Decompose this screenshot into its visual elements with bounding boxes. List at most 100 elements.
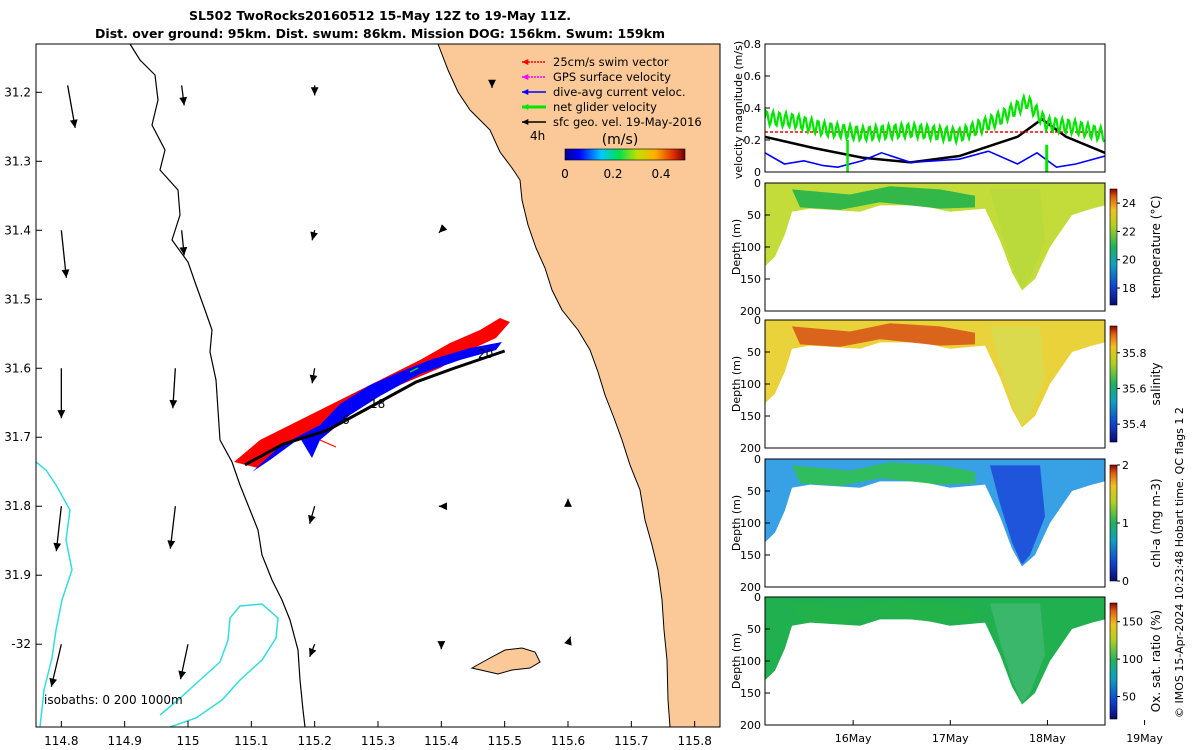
section-2-cb-tick-label-1: 1 <box>1122 517 1129 530</box>
section-1-ytick-label-4: 200 <box>740 442 761 455</box>
section-1-colorbar <box>1109 325 1118 443</box>
legend-label-gps: GPS surface velocity <box>553 70 671 84</box>
section-xtick-label-1: 17May <box>932 732 969 745</box>
current-vector-head-3 <box>488 79 496 88</box>
isobath-label: isobaths: 0 200 1000m <box>44 693 183 707</box>
legend-arrow-dive <box>522 88 529 96</box>
section-0-colorbar <box>1109 188 1118 306</box>
current-vector-head-16 <box>49 677 58 687</box>
section-xtick-label-3: 19May <box>1126 732 1163 745</box>
map-ytick-label-3: 31.5 <box>4 292 31 306</box>
current-vector-head-10 <box>309 374 318 384</box>
map-xtick-label-5: 115.3 <box>361 734 395 748</box>
current-vector-head-12 <box>167 540 176 549</box>
section-3-ylabel: Depth (m) <box>730 633 743 689</box>
map-xtick-label-9: 115.7 <box>614 734 648 748</box>
section-trough-1 <box>990 326 1045 426</box>
section-3-ytick-label-4: 200 <box>740 719 761 732</box>
section-1-cb-tick-label-1: 35.6 <box>1122 382 1147 395</box>
section-3-cb-tick-label-0: 50 <box>1122 691 1136 704</box>
map-colorbar-tick-0: 0 <box>561 167 569 181</box>
current-vector-head-19 <box>437 641 446 650</box>
section-0-ytick-label-4: 200 <box>740 305 761 318</box>
map-colorbar-label: (m/s) <box>602 132 639 148</box>
section-0-ylabel: Depth (m) <box>730 219 743 275</box>
current-vector-head-17 <box>178 670 187 680</box>
section-panel-3: 0 50 100 150 200 Depth (m) 50 100 150 Ox. sat. ra… <box>730 591 1163 745</box>
section-panel-2: 0 50 100 150 200 Depth (m) 0 1 2 chl-a (mg m-3) <box>730 453 1163 594</box>
current-vector-head-15 <box>564 498 572 507</box>
map-ytick-label-0: 31.2 <box>4 85 31 99</box>
map-xtick-label-7: 115.5 <box>487 734 521 748</box>
section-2-ytick-label-2: 100 <box>740 517 761 530</box>
section-1-ylabel: Depth (m) <box>730 356 743 412</box>
track-label-1: 18 <box>370 397 385 411</box>
section-1-colorbar-label: salinity <box>1149 362 1163 405</box>
figure-title-line2: Dist. over ground: 95km. Dist. swum: 86k… <box>95 26 665 41</box>
section-trough-2 <box>990 465 1045 565</box>
swim-vector-stray <box>319 439 337 448</box>
net-glider-vector <box>409 367 419 373</box>
velocity-ylabel: velocity magnitude (m/s) <box>732 41 745 179</box>
map-xtick-label-10: 115.8 <box>677 734 711 748</box>
track-label-0: 20 <box>478 347 493 361</box>
section-0-ytick-label-2: 100 <box>740 241 761 254</box>
section-panel-1: 0 50 100 150 200 Depth (m) 35.4 35.6 35.8salinit… <box>730 314 1163 455</box>
section-panel-0: 0 50 100 150 200 Depth (m) 18 20 22 24 temperature… <box>730 177 1163 318</box>
section-3-cb-tick-label-1: 100 <box>1122 653 1143 666</box>
current-vector-head-1 <box>179 96 188 106</box>
map-colorbar-tick-2: 0.4 <box>651 167 670 181</box>
legend-arrow-gps <box>522 73 529 81</box>
section-2-ytick-label-4: 200 <box>740 581 761 594</box>
section-1-cb-tick-label-0: 35.4 <box>1122 418 1147 431</box>
current-vector-head-4 <box>61 269 70 278</box>
section-xtick-label-2: 18May <box>1029 732 1066 745</box>
map-ytick-label-4: 31.6 <box>4 361 31 375</box>
legend-label-swim: 25cm/s swim vector <box>553 55 669 69</box>
landmass <box>437 44 720 727</box>
section-2-ytick-label-0: 0 <box>754 453 761 466</box>
section-2-colorbar <box>1109 464 1118 582</box>
current-vector-head-11 <box>53 542 62 552</box>
current-vector-head-7 <box>438 224 448 233</box>
vel-ytick-label-4: 0.8 <box>744 38 762 51</box>
map-ytick-label-7: 31.9 <box>4 568 31 582</box>
dive-current-cluster <box>252 342 502 472</box>
section-0-ytick-label-1: 50 <box>747 209 761 222</box>
current-vector-head-5 <box>179 246 188 256</box>
section-1-ytick-label-2: 100 <box>740 378 761 391</box>
map-ytick-label-5: 31.7 <box>4 430 31 444</box>
scale-label: 4h <box>530 129 545 143</box>
legend-label-dive: dive-avg current veloc. <box>553 85 686 99</box>
section-core-0 <box>792 186 975 210</box>
section-0-ytick-label-0: 0 <box>754 177 761 190</box>
map-ytick-label-8: -32 <box>11 637 31 651</box>
map-xtick-label-8: 115.6 <box>551 734 585 748</box>
map-xtick-label-4: 115.2 <box>297 734 331 748</box>
legend-arrow-swim <box>522 58 529 66</box>
current-vector-head-14 <box>438 502 447 511</box>
map-xtick-label-2: 115 <box>177 734 200 748</box>
map-ytick-label-2: 31.4 <box>4 223 31 237</box>
section-2-ylabel: Depth (m) <box>730 495 743 551</box>
section-1-ytick-label-1: 50 <box>747 346 761 359</box>
legend-label-net: net glider velocity <box>553 100 657 114</box>
series-net-glider-velocity <box>765 92 1105 147</box>
map-xtick-label-3: 115.1 <box>234 734 268 748</box>
section-3-ytick-label-2: 100 <box>740 655 761 668</box>
section-2-cb-tick-label-2: 2 <box>1122 459 1129 472</box>
section-1-ytick-label-3: 150 <box>740 410 761 423</box>
vel-ytick-label-0: 0 <box>754 166 761 179</box>
legend-label-sfc: sfc geo. vel. 19-May-2016 <box>553 115 702 129</box>
legend-arrow-net <box>522 103 529 111</box>
map-colorbar <box>564 148 686 161</box>
section-3-cb-tick-label-2: 150 <box>1122 616 1143 629</box>
current-vector-head-20 <box>564 636 572 646</box>
section-0-cb-tick-label-1: 20 <box>1122 254 1136 267</box>
section-1-cb-tick-label-2: 35.8 <box>1122 347 1147 360</box>
map-xtick-label-6: 115.4 <box>424 734 458 748</box>
current-vector-head-18 <box>309 647 317 657</box>
